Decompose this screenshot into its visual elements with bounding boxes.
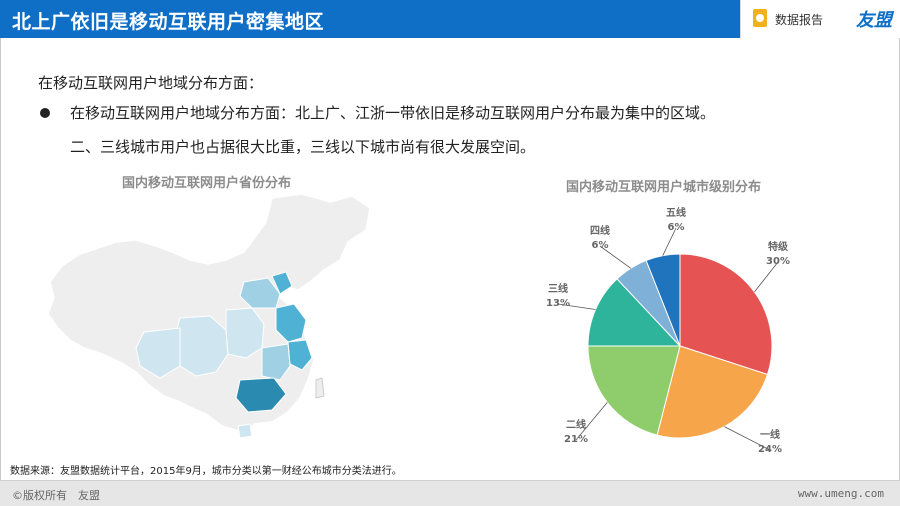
- pie-leader-line-4: [599, 245, 631, 269]
- map-region-beijing: [271, 271, 293, 295]
- pie-slice-5: [645, 253, 681, 347]
- pie-label-4: 四线: [590, 224, 610, 237]
- pie-leader-line-0: [754, 261, 779, 293]
- map-region-taiwan: [315, 377, 325, 399]
- china-map-outline: [47, 193, 371, 438]
- pie-value-5: 6%: [668, 222, 685, 233]
- pie-value-0: 30%: [766, 256, 790, 267]
- footer-bar: ©版权所有 友盟 www.umeng.com: [0, 480, 900, 506]
- pie-label-0: 特级: [768, 240, 789, 253]
- pie-title: 国内移动互联网用户城市级别分布: [566, 180, 762, 195]
- pie-value-2: 21%: [564, 434, 588, 445]
- pie-leader-line-3: [557, 303, 596, 310]
- bullet-text-line1: 在移动互联网用户地域分布方面：北上广、江浙一带依旧是移动互联网用户分布最为集中的…: [70, 104, 716, 122]
- map-title: 国内移动互联网用户省份分布: [122, 176, 292, 191]
- page-title: 北上广依旧是移动互联用户密集地区: [12, 11, 325, 33]
- map-region-central: [225, 307, 265, 359]
- pie-leader-line-2: [575, 402, 608, 441]
- pie-chart: 特级 30% 一线 24% 二线 21% 三线 13% 四线 6% 五线 6%: [546, 206, 790, 455]
- report-label: 数据报告: [775, 13, 824, 27]
- pie-label-2: 二线: [566, 418, 586, 431]
- map-region-east: [275, 303, 307, 343]
- bullet-text-line2: 二、三线城市用户也占据很大比重，三线以下城市尚有很大发展空间。: [70, 138, 536, 156]
- pie-slice-3: [587, 278, 682, 347]
- map-region-southeast: [261, 343, 291, 381]
- pie-label-5: 五线: [666, 206, 686, 219]
- copyright-text: ©版权所有 友盟: [12, 489, 100, 502]
- china-province-map: [47, 193, 371, 439]
- map-region-guangdong: [235, 377, 287, 413]
- pie-leader-line-1: [724, 426, 771, 451]
- footer-url: www.umeng.com: [797, 487, 884, 500]
- pie-slice-0: [679, 253, 773, 376]
- map-region-hainan: [237, 423, 253, 439]
- pie-label-3: 三线: [548, 282, 568, 295]
- header-brand-area: 数据报告 友盟: [740, 0, 900, 38]
- header-bar: 北上广依旧是移动互联用户密集地区 数据报告 友盟: [0, 0, 900, 38]
- pie-value-1: 24%: [758, 444, 782, 455]
- bullet-icon: [40, 108, 50, 118]
- data-source-note: 数据来源：友盟数据统计平台，2015年9月，城市分类以第一财经公布城市分类法进行…: [10, 466, 402, 477]
- report-icon: [753, 9, 767, 27]
- pie-value-4: 6%: [592, 240, 609, 251]
- pie-value-3: 13%: [546, 298, 570, 309]
- pie-label-1: 一线: [760, 428, 780, 441]
- map-region-west: [135, 327, 181, 379]
- section-subtitle: 在移动互联网用户地域分布方面：: [38, 74, 264, 92]
- pie-leader-line-5: [662, 227, 677, 256]
- brand-logo: 友盟: [856, 10, 892, 31]
